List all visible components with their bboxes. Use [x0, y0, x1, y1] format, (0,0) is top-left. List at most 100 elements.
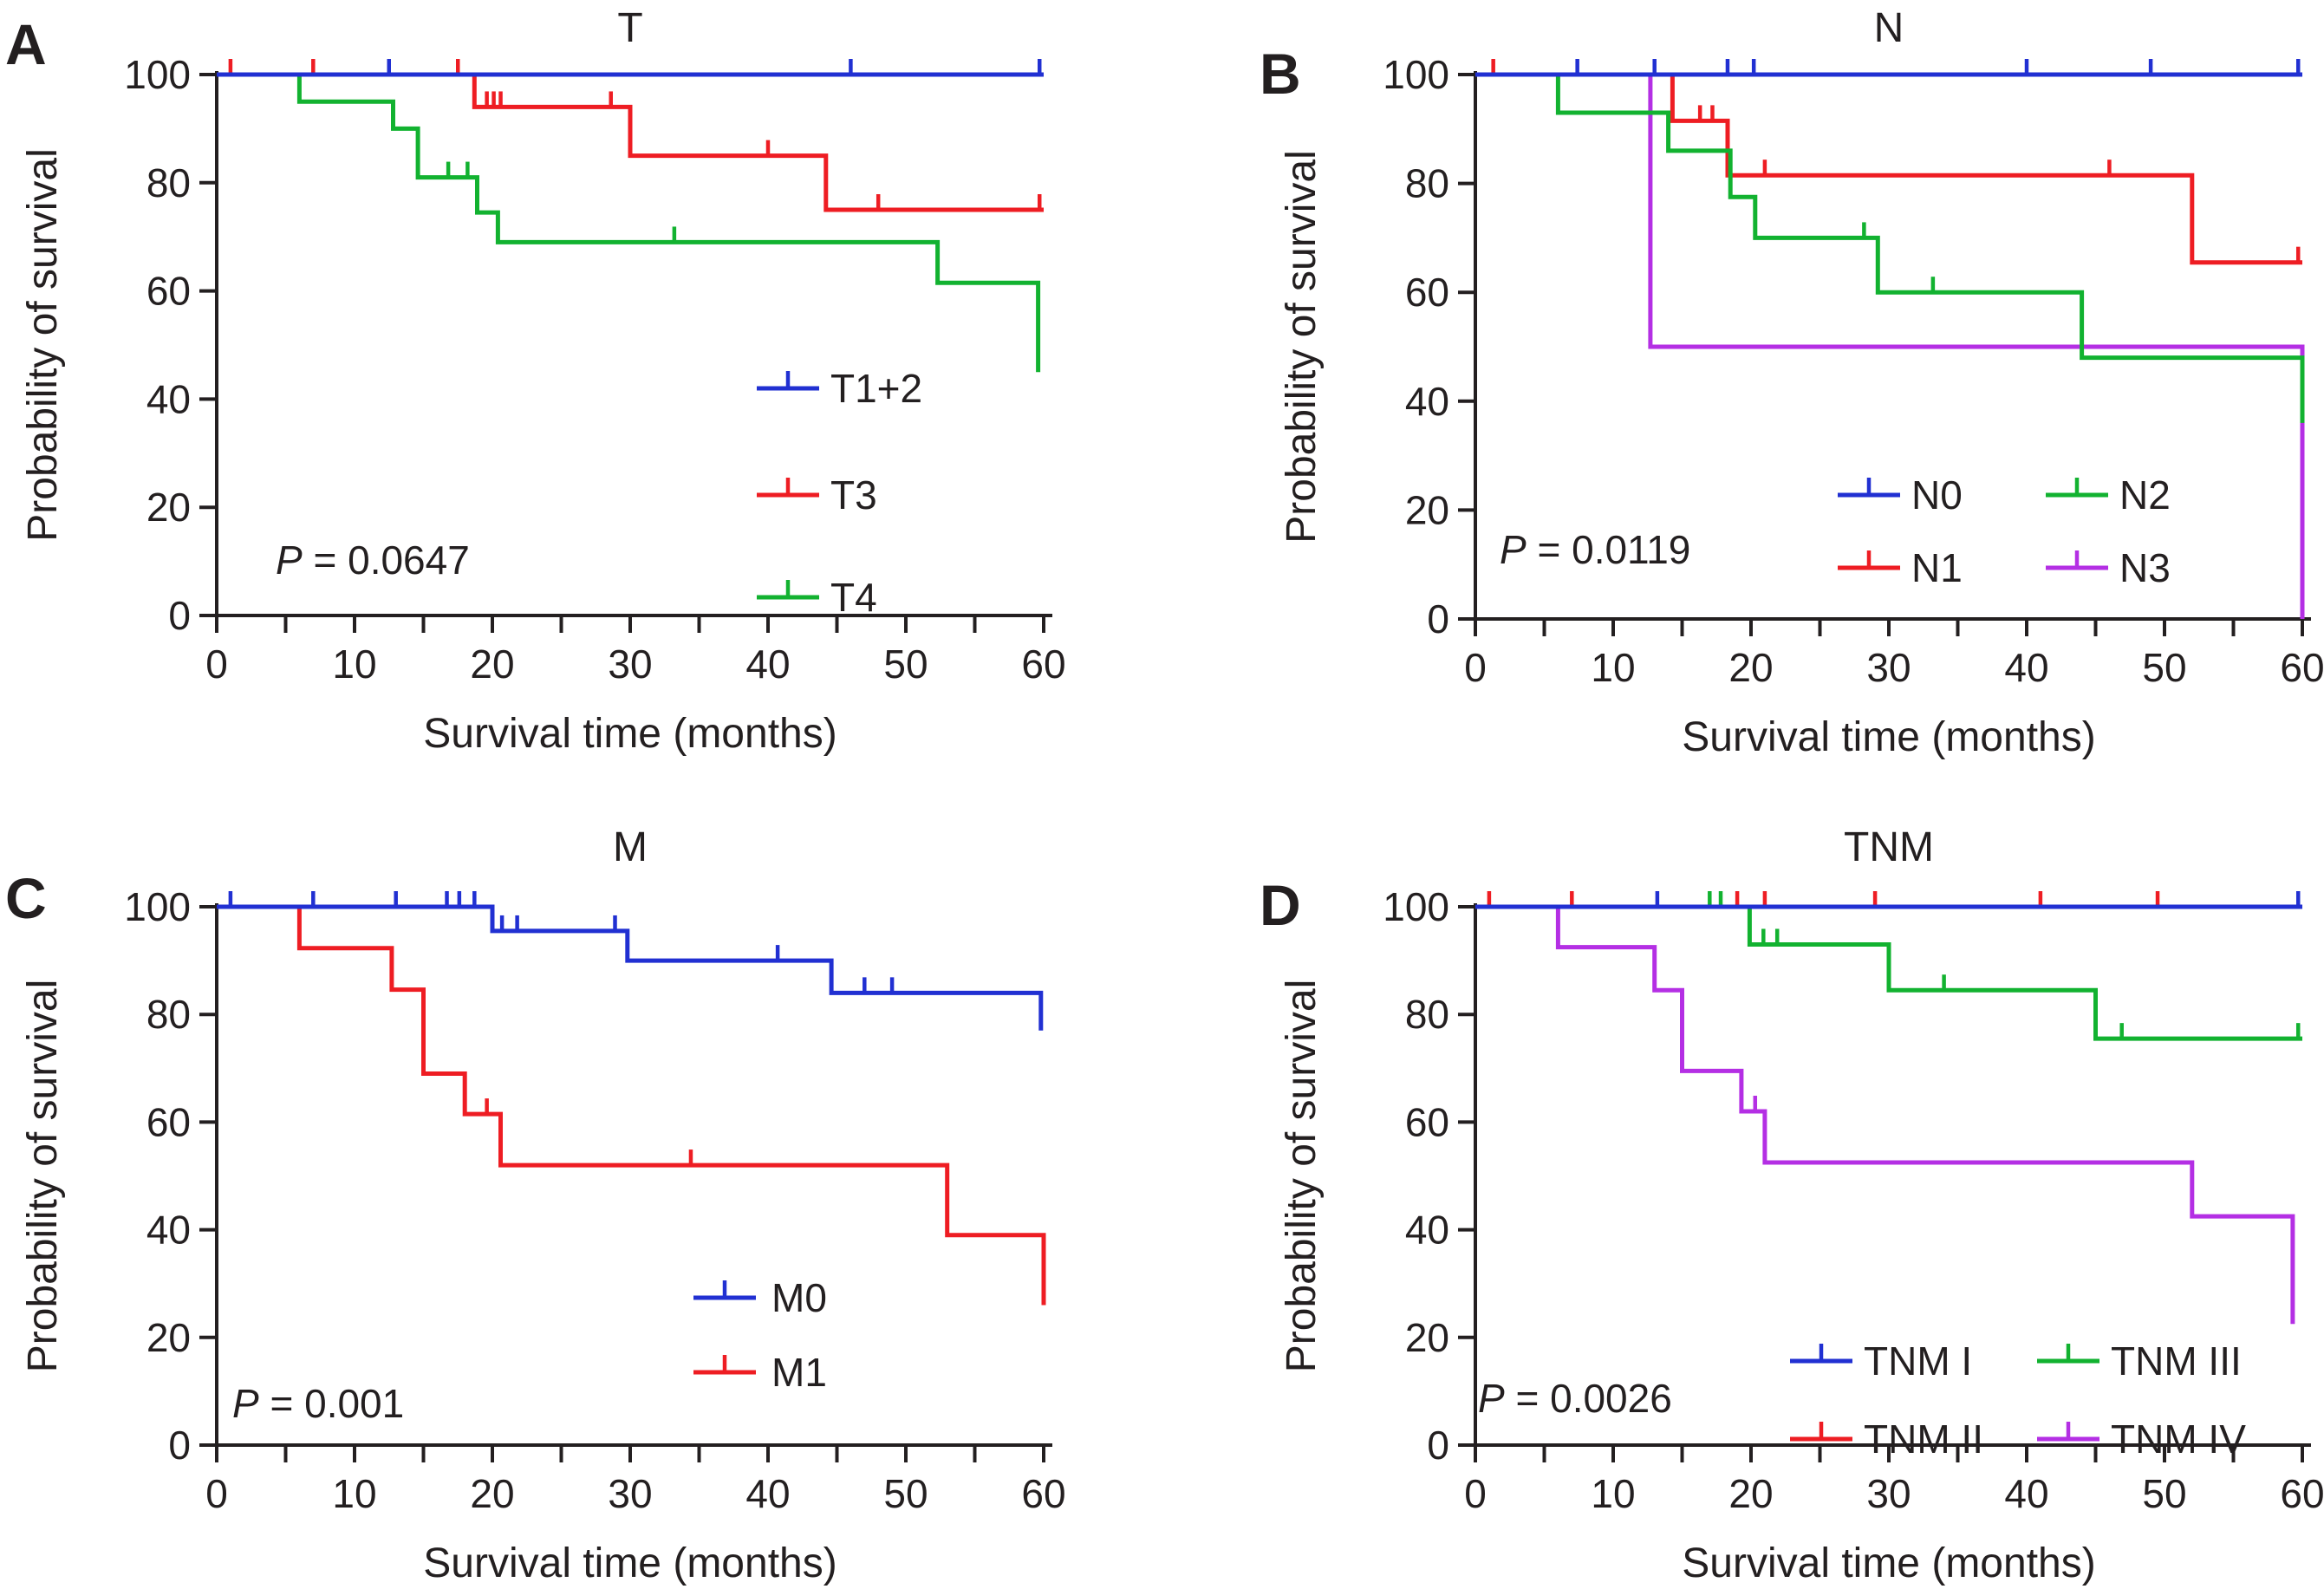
y-tick-label: 40 — [146, 1208, 191, 1253]
y-tick-label: 40 — [1405, 1208, 1449, 1253]
y-axis-title: Probability of survival — [1279, 980, 1325, 1373]
x-tick-label: 30 — [608, 641, 652, 687]
x-tick-label: 40 — [2004, 1471, 2048, 1516]
y-tick-label: 100 — [124, 52, 191, 97]
legend-label: M0 — [771, 1275, 827, 1320]
y-tick-label: 0 — [1427, 596, 1449, 641]
series-censor-ticks-TNM-III — [1708, 891, 2301, 1038]
panel-letter: B — [1260, 42, 1301, 106]
series-censor-ticks-T3 — [228, 59, 1042, 208]
y-tick-label: 20 — [146, 485, 191, 530]
y-axis-title: Probability of survival — [1279, 150, 1325, 544]
legend-item-T3: T3 — [757, 472, 877, 518]
panel-C: 0 10 20 30 40 50 60 0 20 40 60 80 100 C M Survival time… — [5, 824, 1066, 1586]
legend-label: T4 — [830, 575, 877, 620]
p-value-number: = 0.0026 — [1505, 1376, 1672, 1421]
legend-label: TNM IV — [2111, 1416, 2246, 1462]
y-tick-label: 60 — [146, 269, 191, 314]
y-tick-label: 40 — [1405, 379, 1449, 424]
x-axis-title: Survival time (months) — [423, 1540, 837, 1586]
p-value-number: = 0.0647 — [303, 537, 470, 583]
y-tick-label: 80 — [1405, 992, 1449, 1037]
x-tick-label: 0 — [205, 641, 228, 687]
y-tick-label: 20 — [1405, 487, 1449, 532]
x-tick-label: 50 — [2142, 1471, 2186, 1516]
series-censor-ticks-TNM-II — [1487, 891, 2160, 905]
p-value: P = 0.0026 — [1478, 1376, 1672, 1421]
x-tick-label: 10 — [332, 1471, 376, 1516]
panel-letter: A — [5, 12, 47, 76]
x-tick-label: 0 — [1464, 1471, 1487, 1516]
series-censor-ticks-T1+2 — [387, 59, 1042, 73]
panel-D: 0 10 20 30 40 50 60 0 20 40 60 80 100 D TNM Survival ti… — [1260, 824, 2324, 1586]
x-tick-label: 40 — [745, 1471, 790, 1516]
series-censor-ticks-M1 — [485, 1098, 693, 1164]
legend-item-N0: N0 — [1838, 472, 1963, 518]
panel-B: 0 10 20 30 40 50 60 0 20 40 60 80 100 B N Survival time… — [1260, 5, 2324, 760]
p-value-symbol: P — [232, 1381, 259, 1426]
legend-item-T1+2: T1+2 — [757, 366, 922, 411]
x-axis-title: Survival time (months) — [423, 711, 837, 757]
legend-item-N1: N1 — [1838, 545, 1963, 590]
y-tick-label: 0 — [1427, 1423, 1449, 1468]
legend-label: N1 — [1911, 545, 1963, 590]
series-censor-ticks-N0 — [1575, 59, 2301, 73]
y-axis-title: Probability of survival — [20, 980, 66, 1373]
series-curve-TNM-III — [1475, 904, 2302, 1041]
x-tick-label: 60 — [2280, 1471, 2324, 1516]
series-curve-TNM-IV — [1475, 904, 2295, 1325]
x-tick-label: 10 — [1591, 1471, 1635, 1516]
series-curve-T4 — [217, 72, 1041, 373]
y-tick-label: 0 — [168, 1423, 191, 1468]
p-value-number: = 0.0119 — [1527, 527, 1691, 572]
series-censor-ticks-T4 — [446, 161, 677, 241]
x-tick-label: 30 — [608, 1471, 652, 1516]
x-tick-label: 10 — [332, 641, 376, 687]
y-axis-title: Probability of survival — [20, 148, 66, 542]
x-tick-label: 30 — [1866, 1471, 1911, 1516]
p-value: P = 0.001 — [232, 1381, 404, 1426]
x-tick-label: 50 — [883, 641, 928, 687]
x-tick-label: 20 — [1728, 1471, 1773, 1516]
p-value-symbol: P — [1500, 527, 1527, 572]
y-tick-label: 20 — [146, 1315, 191, 1360]
x-axis-title: Survival time (months) — [1682, 1540, 2095, 1586]
series-curve-N2 — [1475, 72, 2305, 423]
legend-label: T1+2 — [830, 366, 922, 411]
y-tick-label: 20 — [1405, 1315, 1449, 1360]
x-tick-label: 20 — [1728, 645, 1773, 690]
panel-title: T — [617, 5, 642, 51]
y-tick-label: 80 — [146, 992, 191, 1037]
legend-label: TNM II — [1864, 1416, 1983, 1462]
series-censor-ticks-M0 — [228, 891, 895, 992]
legend-item-M1: M1 — [693, 1350, 827, 1395]
legend-label: N0 — [1911, 472, 1963, 518]
x-tick-label: 10 — [1591, 645, 1635, 690]
x-tick-label: 50 — [883, 1471, 928, 1516]
legend-label: N3 — [2119, 545, 2171, 590]
x-tick-label: 0 — [205, 1471, 228, 1516]
panel-A: 0 10 20 30 40 50 60 0 20 40 60 80 100 A T Survival time… — [5, 5, 1066, 757]
x-tick-label: 20 — [470, 641, 514, 687]
series-curve-N1 — [1475, 72, 2302, 265]
x-tick-label: 0 — [1464, 645, 1487, 690]
legend-item-TNM-III: TNM III — [2037, 1338, 2242, 1384]
legend-item-N3: N3 — [2046, 545, 2171, 590]
legend-item-T4: T4 — [757, 575, 877, 620]
series-curve-T3 — [217, 72, 1044, 212]
y-tick-label: 60 — [146, 1099, 191, 1144]
p-value-symbol: P — [1478, 1376, 1505, 1421]
panel-letter: D — [1260, 873, 1301, 937]
panel-title: TNM — [1844, 824, 1934, 870]
legend-label: N2 — [2119, 472, 2171, 518]
legend-label: TNM I — [1864, 1338, 1972, 1384]
x-tick-label: 60 — [1021, 1471, 1065, 1516]
series-curve-M1 — [217, 904, 1046, 1306]
legend-item-TNM-II: TNM II — [1790, 1416, 1983, 1462]
y-tick-label: 60 — [1405, 270, 1449, 315]
x-axis-title: Survival time (months) — [1682, 714, 2095, 760]
legend-item-TNM-IV: TNM IV — [2037, 1416, 2246, 1462]
x-tick-label: 60 — [2280, 645, 2324, 690]
y-tick-label: 80 — [1405, 161, 1449, 206]
